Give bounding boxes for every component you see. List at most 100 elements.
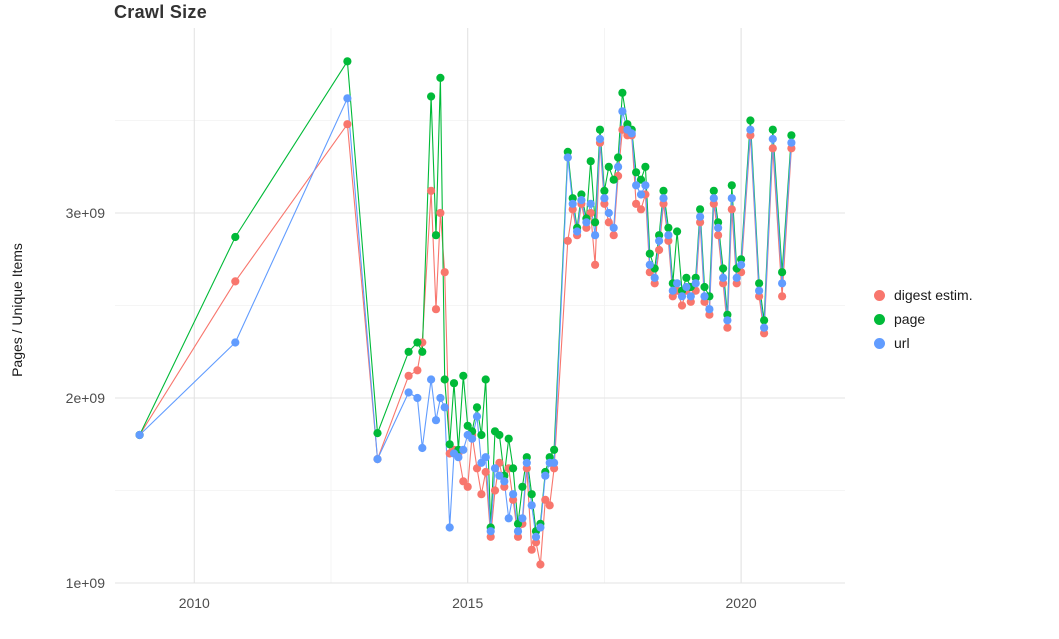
data-point-url <box>591 231 600 240</box>
url-legend-dot-icon <box>874 337 885 349</box>
data-point-page <box>404 347 413 356</box>
data-point-page <box>755 279 764 288</box>
data-point-digest-estim- <box>477 490 486 499</box>
data-point-url <box>737 260 746 269</box>
data-point-page <box>472 403 482 412</box>
data-point-page <box>609 175 618 184</box>
legend-label-url: url <box>894 335 910 351</box>
data-point-page <box>463 421 472 430</box>
data-point-page <box>760 316 769 325</box>
data-point-url <box>755 286 764 295</box>
data-point-url <box>691 279 700 288</box>
data-point-page <box>431 231 441 240</box>
data-point-url <box>536 523 545 532</box>
data-point-page <box>527 490 536 499</box>
data-point-url <box>513 527 523 536</box>
data-point-url <box>459 445 468 454</box>
data-point-digest-estim- <box>609 231 618 240</box>
data-point-url <box>723 316 732 325</box>
data-point-url <box>541 471 550 480</box>
data-point-url <box>490 464 500 473</box>
data-point-url <box>700 292 709 301</box>
data-point-digest-estim- <box>586 208 595 218</box>
data-point-url <box>727 194 736 203</box>
data-point-page <box>645 249 654 258</box>
data-point-digest-estim- <box>459 477 468 486</box>
data-point-url <box>600 194 609 203</box>
data-point-page <box>495 430 504 440</box>
data-point-page <box>595 125 605 134</box>
data-point-page <box>768 125 777 134</box>
data-point-url <box>135 430 144 440</box>
data-point-url <box>440 403 449 412</box>
data-point-page <box>477 430 486 440</box>
data-point-url <box>682 282 691 292</box>
data-point-url <box>641 181 650 190</box>
y-tick-label: 1e+09 <box>66 575 106 591</box>
data-point-digest-estim- <box>714 231 723 240</box>
data-point-url <box>732 273 741 282</box>
data-point-page <box>727 181 736 190</box>
data-point-url <box>609 223 618 232</box>
page-legend-dot-icon <box>874 313 885 325</box>
data-point-url <box>696 212 705 221</box>
data-point-url <box>632 181 641 190</box>
data-point-digest-estim- <box>431 305 441 314</box>
gridlines-minor <box>115 28 845 583</box>
data-point-digest-estim- <box>495 458 504 467</box>
data-point-digest-estim- <box>413 366 422 375</box>
data-point-url <box>595 134 605 144</box>
data-point-url <box>677 292 687 301</box>
data-point-page <box>636 175 646 184</box>
data-point-digest-estim- <box>404 371 413 380</box>
data-point-url <box>746 125 755 134</box>
data-point-page <box>445 440 454 449</box>
series-line-url <box>139 97 792 538</box>
data-point-url <box>787 138 796 147</box>
data-point-page <box>719 264 728 273</box>
data-point-page <box>518 482 527 491</box>
data-point-page <box>449 379 459 388</box>
data-point-digest-estim- <box>536 560 545 569</box>
data-point-url <box>418 443 427 453</box>
data-point-digest-estim- <box>727 205 736 214</box>
legend-label-page: page <box>894 311 926 327</box>
data-point-page <box>508 464 518 473</box>
data-point-digest-estim- <box>343 120 352 129</box>
data-point-url <box>504 514 513 523</box>
data-point-digest-estim- <box>231 277 240 286</box>
axis-tick-labels: 1e+09 2e+09 3e+09 2010 2015 2020 <box>66 205 757 611</box>
legend-item-page: page <box>874 311 973 327</box>
data-point-url <box>563 153 572 162</box>
data-point-url <box>413 393 422 403</box>
data-point-digest-estim- <box>527 545 536 554</box>
data-point-digest-estim- <box>481 467 490 477</box>
data-point-page <box>436 73 445 82</box>
data-point-page <box>673 227 682 236</box>
series-points <box>135 57 796 569</box>
data-point-url <box>709 194 718 203</box>
data-point-digest-estim- <box>604 218 613 227</box>
data-point-url <box>618 107 627 116</box>
data-point-url <box>686 292 695 301</box>
data-point-page <box>600 186 609 195</box>
data-point-url <box>650 273 659 282</box>
data-point-digest-estim- <box>778 292 787 301</box>
data-point-url <box>550 458 559 467</box>
data-point-url <box>664 231 673 240</box>
data-point-digest-estim- <box>463 482 472 491</box>
data-point-digest-estim- <box>723 323 732 332</box>
data-point-page <box>632 168 641 177</box>
data-point-url <box>518 514 527 523</box>
legend-label-digest: digest estim. <box>894 287 973 303</box>
data-point-page <box>746 116 755 125</box>
data-point-url <box>645 260 654 269</box>
data-point-page <box>659 186 668 195</box>
data-point-url <box>586 199 595 208</box>
data-point-url <box>760 323 769 332</box>
legend-item-digest: digest estim. <box>874 287 973 303</box>
data-point-url <box>481 453 490 462</box>
data-point-page <box>591 218 600 227</box>
data-point-url <box>500 477 509 486</box>
